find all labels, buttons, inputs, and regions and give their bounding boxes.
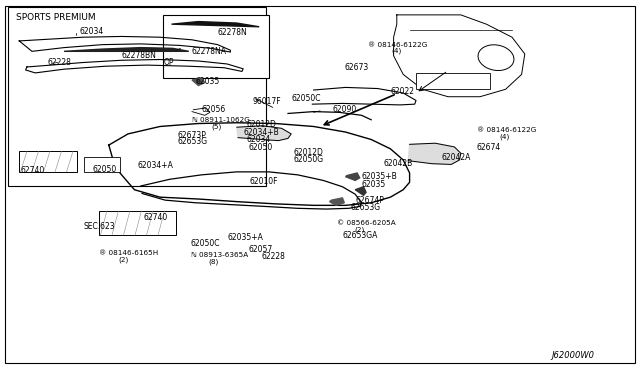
Text: ℕ 08913-6365A: ℕ 08913-6365A: [191, 253, 248, 259]
Text: 62673: 62673: [344, 63, 369, 72]
Text: 62278N: 62278N: [218, 28, 247, 37]
Text: 62278BN: 62278BN: [122, 51, 156, 60]
Text: 62228: 62228: [48, 58, 72, 67]
Bar: [163, 15, 269, 78]
Text: J62000W0: J62000W0: [552, 351, 595, 360]
Text: © 08566-6205A: © 08566-6205A: [337, 220, 396, 226]
Text: (4): (4): [392, 48, 402, 54]
Text: 62042A: 62042A: [442, 153, 471, 162]
Polygon shape: [312, 87, 416, 105]
Bar: [8, 7, 266, 186]
Text: 62740: 62740: [20, 166, 45, 175]
Polygon shape: [172, 22, 259, 27]
Polygon shape: [355, 187, 366, 195]
Bar: [99, 211, 176, 235]
Text: (2): (2): [118, 256, 129, 263]
Text: 62278NA: 62278NA: [192, 47, 227, 56]
Text: 62034: 62034: [80, 27, 104, 36]
Text: 62050: 62050: [248, 142, 273, 151]
Text: OP: OP: [163, 58, 173, 67]
Text: 62012D: 62012D: [246, 120, 276, 129]
Text: SPORTS PREMIUM: SPORTS PREMIUM: [16, 13, 95, 22]
Text: (4): (4): [499, 134, 509, 140]
Text: ® 08146-6122G: ® 08146-6122G: [368, 42, 428, 48]
Text: (8): (8): [208, 259, 218, 265]
Text: 62050C: 62050C: [291, 94, 321, 103]
Text: 62050G: 62050G: [293, 155, 323, 164]
Bar: [19, 151, 77, 172]
Text: (2): (2): [354, 227, 364, 233]
Text: 62653G: 62653G: [178, 137, 208, 146]
Text: 62034+B: 62034+B: [243, 128, 279, 137]
Text: 62674: 62674: [477, 142, 501, 151]
Text: SEC.623: SEC.623: [83, 222, 115, 231]
Polygon shape: [330, 198, 344, 205]
Text: 62035+A: 62035+A: [227, 233, 263, 242]
Text: ℕ 08911-1062G: ℕ 08911-1062G: [192, 117, 250, 123]
Text: 62228: 62228: [261, 251, 285, 260]
Text: 62653G: 62653G: [351, 203, 381, 212]
Text: ® 08146-6122G: ® 08146-6122G: [477, 127, 536, 133]
Text: 62035+B: 62035+B: [362, 172, 397, 181]
Text: 62740: 62740: [144, 213, 168, 222]
Text: (5): (5): [211, 124, 221, 130]
Text: 62035: 62035: [362, 180, 386, 189]
Polygon shape: [408, 143, 461, 164]
Text: 62057: 62057: [248, 245, 273, 254]
Bar: [84, 157, 120, 172]
Text: 62034+A: 62034+A: [138, 161, 173, 170]
Text: 62022: 62022: [390, 87, 415, 96]
Text: 62674P: 62674P: [355, 196, 384, 205]
Ellipse shape: [478, 45, 514, 71]
Text: 62090: 62090: [333, 105, 357, 114]
Text: 62050: 62050: [93, 165, 117, 174]
Text: 62034: 62034: [246, 135, 271, 144]
Bar: [416, 73, 490, 89]
Text: 62050C: 62050C: [191, 238, 220, 247]
Text: 62035: 62035: [195, 77, 220, 86]
Text: 62653GA: 62653GA: [342, 231, 378, 240]
Text: 62056: 62056: [202, 105, 226, 114]
Text: 96017F: 96017F: [253, 97, 282, 106]
Polygon shape: [64, 48, 189, 51]
Text: ® 08146-6165H: ® 08146-6165H: [99, 250, 159, 256]
Text: 62042B: 62042B: [384, 158, 413, 167]
Polygon shape: [346, 173, 360, 180]
Polygon shape: [237, 126, 291, 141]
Polygon shape: [192, 78, 205, 86]
Text: 62010F: 62010F: [250, 177, 278, 186]
Text: 62673P: 62673P: [178, 131, 207, 140]
Text: 62012D: 62012D: [293, 148, 323, 157]
